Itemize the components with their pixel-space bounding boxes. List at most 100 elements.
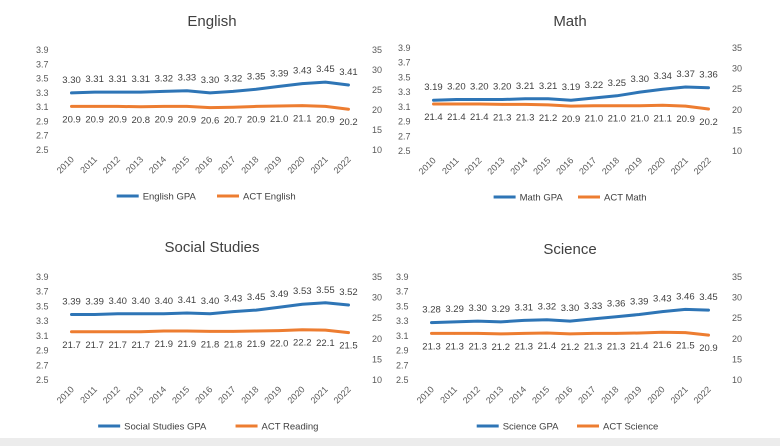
data-label-social-studies-gpa: 3.40 xyxy=(155,296,174,307)
data-label-act-science: 21.3 xyxy=(468,341,487,352)
left-axis-tick: 2.5 xyxy=(398,146,411,156)
data-point-math-gpa xyxy=(639,91,641,93)
data-label-english-gpa: 3.30 xyxy=(62,75,81,86)
data-point-act-english xyxy=(209,106,211,108)
x-axis-tick: 2012 xyxy=(462,155,483,176)
x-axis-tick: 2021 xyxy=(309,154,330,175)
data-point-act-science xyxy=(707,334,709,336)
chart-title: Math xyxy=(553,13,586,30)
x-axis-tick: 2022 xyxy=(692,384,713,405)
right-axis-tick: 30 xyxy=(732,64,742,74)
data-label-act-reading: 21.7 xyxy=(108,340,127,351)
x-axis-tick: 2010 xyxy=(417,155,438,176)
data-label-act-english: 20.9 xyxy=(155,114,174,125)
x-axis-tick: 2021 xyxy=(669,384,690,405)
data-point-science-gpa xyxy=(476,320,478,322)
x-axis-tick: 2017 xyxy=(216,154,237,175)
left-axis-tick: 3.9 xyxy=(36,45,49,55)
data-label-english-gpa: 3.43 xyxy=(293,66,312,77)
data-label-act-math: 21.3 xyxy=(493,112,512,123)
data-point-act-english xyxy=(255,105,257,107)
data-point-act-reading xyxy=(232,330,234,332)
data-label-act-reading: 21.5 xyxy=(339,341,358,352)
data-point-act-math xyxy=(593,104,595,106)
data-point-social-studies-gpa xyxy=(301,303,303,305)
data-label-science-gpa: 3.31 xyxy=(515,302,534,313)
data-label-act-reading: 21.8 xyxy=(201,339,220,350)
left-axis-tick: 3.5 xyxy=(398,72,411,82)
x-axis-tick: 2014 xyxy=(147,154,168,175)
data-point-act-reading xyxy=(209,330,211,332)
left-axis-tick: 2.9 xyxy=(36,116,49,126)
data-point-act-reading xyxy=(278,329,280,331)
data-label-math-gpa: 3.21 xyxy=(539,81,558,92)
data-label-science-gpa: 3.43 xyxy=(653,294,672,305)
data-point-science-gpa xyxy=(523,319,525,321)
x-axis-tick: 2022 xyxy=(692,155,713,176)
data-label-english-gpa: 3.45 xyxy=(316,64,335,75)
data-label-act-math: 21.2 xyxy=(539,113,558,124)
right-axis-tick: 15 xyxy=(732,125,742,135)
data-point-science-gpa xyxy=(500,321,502,323)
data-label-science-gpa: 3.30 xyxy=(468,303,487,314)
left-axis-tick: 3.1 xyxy=(396,331,409,341)
data-point-math-gpa xyxy=(661,88,663,90)
data-point-act-reading xyxy=(347,331,349,333)
x-axis-tick: 2015 xyxy=(531,155,552,176)
x-axis-tick: 2013 xyxy=(484,384,505,405)
data-label-english-gpa: 3.35 xyxy=(247,71,266,82)
legend-label-math-gpa: Math GPA xyxy=(520,193,564,204)
right-axis-tick: 25 xyxy=(372,313,382,323)
data-point-act-math xyxy=(455,103,457,105)
data-point-act-english xyxy=(93,105,95,107)
data-point-act-math xyxy=(616,104,618,106)
data-label-social-studies-gpa: 3.53 xyxy=(293,286,312,297)
left-axis-tick: 2.7 xyxy=(36,131,49,141)
data-point-english-gpa xyxy=(93,91,95,93)
data-label-math-gpa: 3.30 xyxy=(631,74,650,85)
data-point-math-gpa xyxy=(478,98,480,100)
data-point-act-english xyxy=(70,105,72,107)
data-point-math-gpa xyxy=(593,97,595,99)
data-label-act-reading: 21.7 xyxy=(132,340,151,351)
data-label-english-gpa: 3.32 xyxy=(224,73,243,84)
data-point-act-math xyxy=(432,103,434,105)
right-axis-tick: 25 xyxy=(732,313,742,323)
gpa-vs-act-figure: English2.52.72.93.13.33.53.73.9101520253… xyxy=(0,0,780,446)
data-label-english-gpa: 3.31 xyxy=(132,74,151,85)
data-point-english-gpa xyxy=(255,88,257,90)
data-label-act-science: 20.9 xyxy=(699,343,718,354)
data-point-act-reading xyxy=(163,330,165,332)
data-label-act-science: 21.5 xyxy=(676,341,695,352)
right-axis-tick: 35 xyxy=(372,272,382,282)
data-label-act-science: 21.3 xyxy=(422,341,441,352)
data-label-act-math: 21.0 xyxy=(585,114,604,125)
right-axis-tick: 10 xyxy=(732,375,742,385)
data-point-act-english xyxy=(347,108,349,110)
data-label-act-math: 21.4 xyxy=(470,112,489,123)
data-label-social-studies-gpa: 3.39 xyxy=(62,297,81,308)
x-axis-tick: 2020 xyxy=(285,154,306,175)
data-point-social-studies-gpa xyxy=(186,312,188,314)
legend-label-act-math: ACT Math xyxy=(604,193,647,204)
data-label-act-english: 20.9 xyxy=(108,114,127,125)
data-label-math-gpa: 3.19 xyxy=(562,82,581,93)
data-point-english-gpa xyxy=(116,91,118,93)
x-axis-tick: 2014 xyxy=(147,384,168,405)
data-point-social-studies-gpa xyxy=(232,310,234,312)
data-point-act-math xyxy=(547,104,549,106)
x-axis-tick: 2018 xyxy=(239,154,260,175)
right-axis-tick: 20 xyxy=(372,105,382,115)
data-point-science-gpa xyxy=(453,321,455,323)
right-axis-tick: 25 xyxy=(372,85,382,95)
data-point-act-science xyxy=(592,332,594,334)
data-label-act-reading: 22.2 xyxy=(293,338,312,349)
data-point-act-science xyxy=(546,332,548,334)
data-label-act-math: 20.9 xyxy=(676,114,695,125)
data-label-act-english: 20.7 xyxy=(224,115,243,126)
data-point-act-english xyxy=(163,105,165,107)
x-axis-tick: 2010 xyxy=(55,384,76,405)
data-label-act-math: 21.0 xyxy=(608,114,627,125)
data-label-act-science: 21.2 xyxy=(492,342,511,353)
data-label-act-science: 21.4 xyxy=(538,341,557,352)
